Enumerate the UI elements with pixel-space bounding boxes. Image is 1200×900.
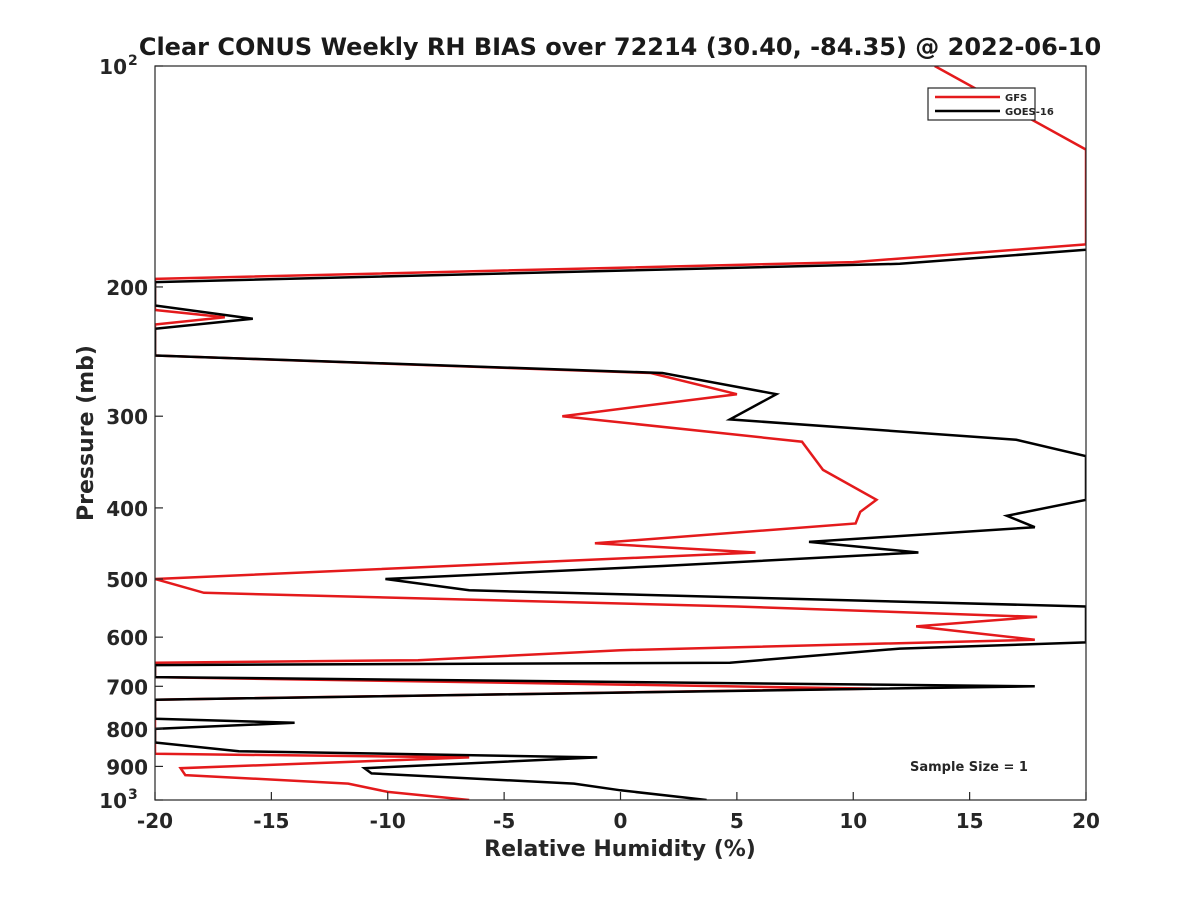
y-tick-label: 900 (106, 755, 148, 779)
x-tick-label: 10 (839, 809, 867, 833)
y-tick-label: 700 (106, 675, 148, 699)
x-tick-label: 20 (1072, 809, 1100, 833)
y-tick-label: 200 (106, 276, 148, 300)
y-tick-exponent: 3 (128, 787, 138, 803)
x-tick-label: 15 (956, 809, 984, 833)
y-tick-label: 10 (99, 55, 127, 79)
legend: GFS GOES-16 (927, 87, 1054, 121)
y-axis-label: Pressure (mb) (74, 345, 99, 521)
x-axis-label: Relative Humidity (%) (484, 837, 756, 862)
x-tick-label: -5 (493, 809, 515, 833)
legend-label-gfs: GFS (1005, 93, 1027, 104)
series-line-goes16 (155, 248, 1086, 800)
chart-title: Clear CONUS Weekly RH BIAS over 72214 (3… (139, 33, 1101, 61)
sample-size-annotation: Sample Size = 1 (910, 760, 1028, 775)
y-tick-label: 300 (106, 405, 148, 429)
legend-label-goes16: GOES-16 (1005, 107, 1054, 118)
series-line-gfs (155, 66, 1086, 800)
y-tick-label: 600 (106, 626, 148, 650)
x-tick-label: -10 (370, 809, 406, 833)
y-tick-label: 400 (106, 497, 148, 521)
legend-box (927, 87, 1036, 121)
y-tick-label: 800 (106, 718, 148, 742)
x-tick-label: 0 (614, 809, 628, 833)
x-tick-label: 5 (730, 809, 744, 833)
x-axis-ticks: -20 -15 -10 -5 0 5 10 15 20 (137, 792, 1100, 833)
y-tick-exponent: 2 (128, 53, 138, 69)
series-layer (155, 66, 1086, 800)
y-tick-label: 10 (99, 789, 127, 813)
x-tick-label: -20 (137, 809, 173, 833)
y-tick-label: 500 (106, 568, 148, 592)
plot-area-frame (154, 65, 1087, 801)
x-tick-label: -15 (253, 809, 289, 833)
